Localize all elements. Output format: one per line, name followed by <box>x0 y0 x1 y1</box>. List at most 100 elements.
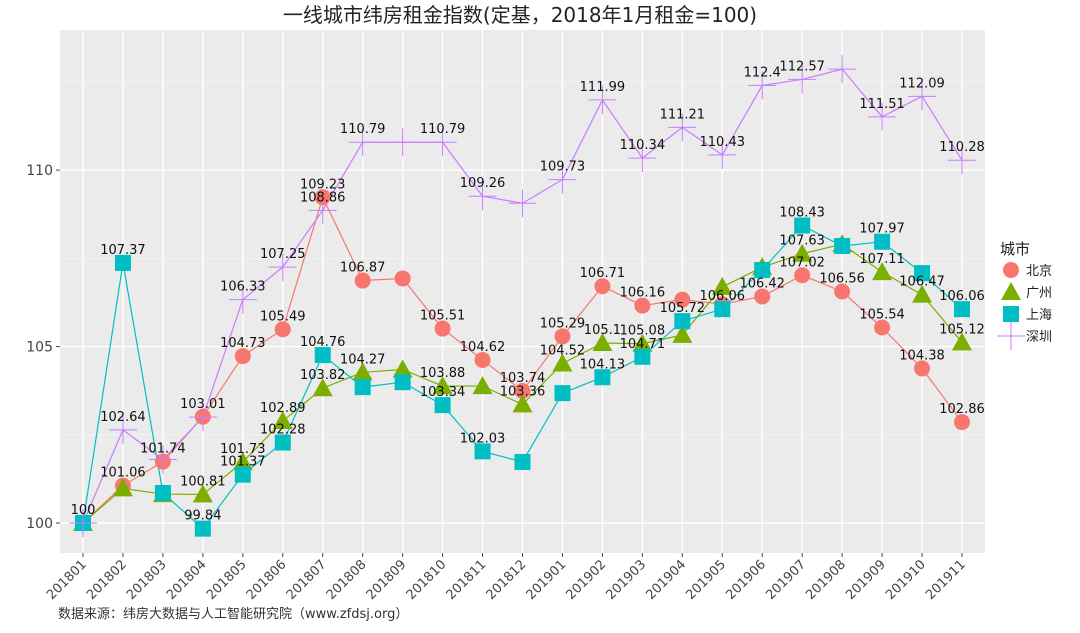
circle-marker <box>594 278 611 295</box>
circle-marker <box>1003 262 1019 278</box>
legend-label: 深圳 <box>1026 330 1052 345</box>
cross-marker <box>948 146 976 175</box>
triangle-marker <box>112 478 133 497</box>
cross-marker <box>388 128 417 157</box>
triangle-marker <box>912 284 933 303</box>
data-label: 110.79 <box>420 122 466 137</box>
data-label: 105.1 <box>584 323 621 338</box>
cross-marker <box>828 55 857 84</box>
data-label: 104.52 <box>540 343 586 358</box>
data-label: 112.09 <box>899 76 945 91</box>
x-tick-label: 201909 <box>843 557 889 603</box>
triangle-marker <box>352 362 373 381</box>
data-label: 104.27 <box>340 352 386 367</box>
data-label: 111.99 <box>580 80 626 95</box>
x-tick-label: 201811 <box>444 557 490 603</box>
circle-marker <box>394 270 411 287</box>
data-label: 106.06 <box>939 289 985 304</box>
data-label: 107.02 <box>779 255 825 270</box>
data-label: 107.63 <box>779 234 825 249</box>
circle-marker <box>474 351 491 368</box>
data-label: 101.37 <box>220 455 266 470</box>
data-labels: 100101.06101.74103.01104.73105.49109.231… <box>71 59 985 523</box>
cross-marker <box>508 189 537 218</box>
circle-marker <box>514 383 531 400</box>
data-label: 100.81 <box>180 474 226 489</box>
data-label: 111.21 <box>660 107 706 122</box>
x-tick-label: 201809 <box>364 557 410 603</box>
square-marker <box>874 233 891 250</box>
data-label: 102.64 <box>100 410 146 425</box>
y-tick-label: 110 <box>26 163 53 179</box>
x-tick-label: 201806 <box>244 557 290 603</box>
data-label: 101.06 <box>100 466 146 481</box>
data-label: 112.4 <box>744 65 781 80</box>
data-label: 105.49 <box>260 309 306 324</box>
circle-marker <box>234 348 251 365</box>
triangle-marker <box>792 243 813 262</box>
cross-marker <box>468 182 497 211</box>
x-tick-label: 201908 <box>803 557 849 603</box>
x-tick-label: 201805 <box>204 557 250 603</box>
square-marker <box>154 485 171 502</box>
legend-label: 广州 <box>1026 286 1052 301</box>
cross-marker <box>788 65 817 94</box>
triangle-marker <box>712 276 733 295</box>
triangle-marker <box>672 324 693 343</box>
data-label: 103.88 <box>420 366 466 381</box>
x-tick-label: 201907 <box>763 557 809 603</box>
y-tick-label: 105 <box>26 340 53 356</box>
chart-title: 一线城市纬房租金指数(定基，2018年1月租金=100) <box>283 3 757 27</box>
data-label: 104.62 <box>460 340 506 355</box>
circle-marker <box>754 288 771 305</box>
data-label: 99.84 <box>184 509 221 524</box>
data-label: 106.16 <box>620 286 666 301</box>
data-label: 102.86 <box>939 402 985 417</box>
data-label: 105.29 <box>540 316 586 331</box>
data-label: 104.38 <box>899 348 945 363</box>
triangle-marker <box>192 484 213 503</box>
circle-marker <box>274 321 291 338</box>
x-tick-label: 201902 <box>564 557 610 603</box>
data-label: 104.13 <box>580 357 626 372</box>
x-tick-label: 201804 <box>164 557 210 603</box>
circle-marker <box>794 267 811 284</box>
cross-marker <box>708 140 737 169</box>
data-label: 104.71 <box>620 337 666 352</box>
cross-marker <box>69 509 97 538</box>
triangle-marker <box>232 451 253 470</box>
x-tick-label: 201810 <box>404 557 450 603</box>
data-label: 102.89 <box>260 401 306 416</box>
data-label: 110.34 <box>620 138 666 153</box>
cross-marker <box>908 82 937 111</box>
cross-marker <box>308 196 337 225</box>
square-marker <box>754 261 771 278</box>
data-label: 109.26 <box>460 176 506 191</box>
data-label: 105.08 <box>620 324 666 339</box>
data-label: 109.73 <box>540 160 586 175</box>
data-label: 109.23 <box>300 177 346 192</box>
legend-title: 城市 <box>1000 240 1030 258</box>
data-label: 106.06 <box>700 289 746 304</box>
data-label: 101.74 <box>140 442 186 457</box>
data-label: 103.82 <box>300 368 346 383</box>
circle-marker <box>634 297 651 314</box>
x-tick-label: 201802 <box>84 557 130 603</box>
cross-marker <box>868 102 897 131</box>
data-label: 105.51 <box>420 309 466 324</box>
cross-marker <box>348 128 377 157</box>
data-label: 103.01 <box>180 397 226 412</box>
cross-marker <box>428 128 457 157</box>
x-tick-label: 201904 <box>643 557 689 603</box>
data-label: 105.54 <box>859 307 905 322</box>
x-tick-label: 201803 <box>124 557 170 603</box>
x-tick-label: 201910 <box>883 557 929 603</box>
x-tick-label: 201808 <box>324 557 370 603</box>
data-label: 106.71 <box>580 266 626 281</box>
x-tick-label: 201901 <box>524 557 570 603</box>
cross-marker <box>148 445 177 474</box>
triangle-marker <box>272 411 293 430</box>
square-marker <box>354 379 371 396</box>
triangle-marker <box>432 376 453 395</box>
triangle-marker <box>472 376 493 395</box>
